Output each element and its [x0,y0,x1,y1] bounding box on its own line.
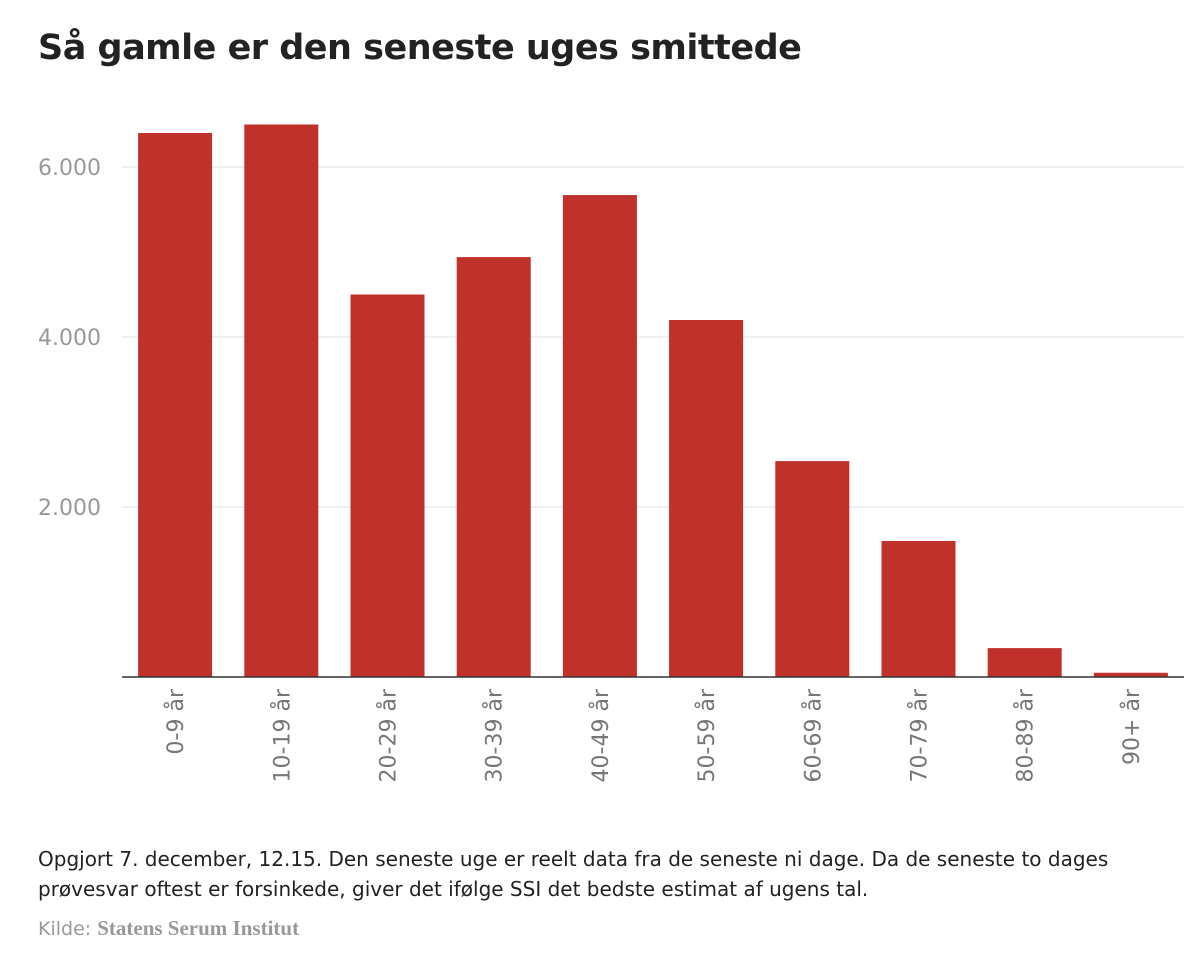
x-tick-label: 40-49 år [588,688,614,782]
bar [138,133,213,677]
source-label: Kilde: [38,918,92,940]
bar [987,648,1062,677]
x-tick-label: 10-19 år [269,688,295,782]
x-tick-label: 80-89 år [1013,688,1039,782]
source-line: Kilde: Statens Serum Institut [38,916,299,941]
y-tick-label: 6.000 [38,156,101,181]
x-tick-label: 0-9 år [163,688,189,754]
x-tick-label: 70-79 år [907,688,933,782]
bar [775,461,850,677]
x-tick-label: 60-69 år [800,688,826,782]
bar [350,294,425,677]
x-tick-label: 20-29 år [376,688,402,782]
bar [669,320,744,677]
bar [881,541,956,677]
y-tick-label: 2.000 [38,496,101,521]
bars [138,124,1168,678]
bar [1093,672,1168,677]
x-tick-label: 90+ år [1119,688,1145,765]
x-axis-ticks: 0-9 år 10-19 år 20-29 år 30-39 år 40-49 år 50… [163,688,1145,782]
y-axis-ticks: 2.000 4.000 6.000 [38,156,101,521]
bar [562,195,637,678]
chart-title: Så gamle er den seneste uges smittede [38,28,802,68]
x-tick-label: 50-59 år [694,688,720,782]
footnote: Opgjort 7. december, 12.15. Den seneste … [38,847,1109,901]
source-name: Statens Serum Institut [97,916,300,940]
bar [244,124,319,677]
bar-chart: 2.000 4.000 6.000 0-9 år 10-19 år 20-29 år 30… [38,124,1184,782]
bar [456,257,531,677]
y-tick-label: 4.000 [38,326,101,351]
x-tick-label: 30-39 år [482,688,508,782]
